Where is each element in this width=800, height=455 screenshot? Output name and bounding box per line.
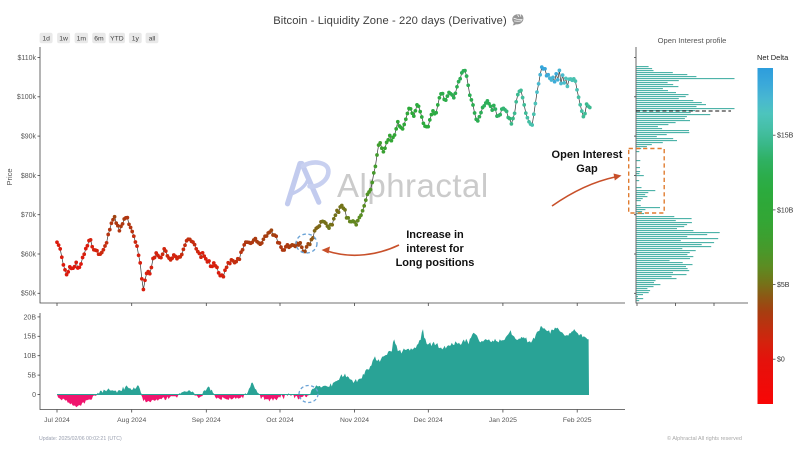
svg-text:1y: 1y [132, 35, 140, 42]
svg-text:Price: Price [5, 168, 14, 185]
svg-text:YTD: YTD [110, 35, 124, 42]
svg-text:Open Interest profile: Open Interest profile [658, 36, 727, 45]
svg-text:$0: $0 [777, 357, 785, 364]
svg-text:Jul 2024: Jul 2024 [44, 417, 70, 424]
svg-text:Open Interest: Open Interest [552, 149, 623, 161]
svg-text:Sep 2024: Sep 2024 [192, 417, 221, 424]
svg-text:6m: 6m [94, 35, 104, 42]
svg-text:5B: 5B [27, 373, 36, 380]
svg-text:© Alphractal All rights reserv: © Alphractal All rights reserved [667, 435, 742, 442]
svg-text:Jan 2025: Jan 2025 [489, 417, 517, 424]
svg-text:$100k: $100k [17, 94, 37, 101]
svg-text:Net Delta: Net Delta [757, 53, 789, 62]
svg-text:Nov 2024: Nov 2024 [340, 417, 369, 424]
svg-text:0: 0 [32, 392, 36, 399]
svg-text:$70k: $70k [21, 212, 37, 219]
svg-text:Increase in: Increase in [406, 229, 464, 241]
svg-text:Update: 2025/02/06 00:02:21 (U: Update: 2025/02/06 00:02:21 (UTC) [39, 436, 122, 442]
svg-text:15B: 15B [24, 334, 37, 341]
svg-text:1w: 1w [59, 35, 68, 42]
svg-text:1d: 1d [42, 35, 50, 42]
svg-text:Oct 2024: Oct 2024 [266, 417, 294, 424]
svg-text:$60k: $60k [21, 251, 37, 258]
svg-text:$50k: $50k [21, 291, 37, 298]
svg-text:20B: 20B [24, 314, 37, 321]
svg-text:$80k: $80k [21, 173, 37, 180]
svg-text:$15B: $15B [777, 133, 794, 140]
svg-text:Alphractal: Alphractal [337, 167, 489, 204]
svg-text:Dec 2024: Dec 2024 [414, 417, 443, 424]
svg-text:$110k: $110k [17, 55, 36, 62]
svg-text:10B: 10B [24, 353, 37, 360]
svg-text:$10B: $10B [777, 207, 794, 214]
svg-text:Gap: Gap [576, 163, 598, 175]
svg-text:$5B: $5B [777, 282, 790, 289]
svg-text:$90k: $90k [21, 134, 37, 141]
svg-text:Aug 2024: Aug 2024 [117, 417, 146, 424]
svg-text:Feb 2025: Feb 2025 [563, 417, 592, 424]
svg-text:1m: 1m [77, 35, 87, 42]
svg-text:Long positions: Long positions [396, 257, 475, 269]
svg-text:interest for: interest for [406, 243, 464, 255]
svg-text:Bitcoin - Liquidity Zone - 220: Bitcoin - Liquidity Zone - 220 days (Der… [273, 15, 507, 27]
svg-text:all: all [149, 35, 156, 42]
